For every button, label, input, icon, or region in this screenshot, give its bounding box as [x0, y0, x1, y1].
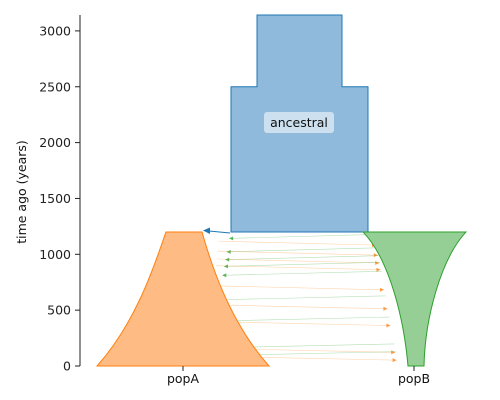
deme-label-ancestral: ancestral	[270, 115, 328, 130]
migration-arrowhead	[223, 264, 228, 269]
migration-line	[226, 247, 378, 253]
migration-arrowhead	[226, 249, 231, 254]
deme-popA	[95, 231, 271, 367]
y-axis-title: time ago (years)	[14, 140, 29, 244]
migration-line	[213, 316, 390, 322]
x-label-popA: popA	[167, 371, 200, 386]
y-tick-label: 2000	[39, 135, 71, 150]
migration-arrowhead	[222, 273, 227, 278]
migration-arrowhead	[383, 306, 388, 311]
migration-arrowhead	[380, 287, 384, 292]
migration-line	[216, 258, 380, 264]
y-tick-label: 0	[63, 359, 71, 374]
migration-arrowhead	[386, 323, 391, 328]
y-tick-label: 1000	[39, 247, 71, 262]
y-tick-label: 3000	[39, 23, 71, 38]
migration-line	[225, 255, 379, 260]
migration-line	[217, 295, 386, 301]
migration-arrowhead	[391, 350, 396, 355]
migration-line	[213, 285, 385, 291]
y-tick-label: 500	[47, 303, 71, 318]
migration-arrowhead	[225, 257, 230, 262]
migration-arrowhead	[375, 261, 380, 266]
migration-line	[229, 234, 375, 239]
x-label-popB: popB	[398, 371, 430, 386]
deme-label-ancestral-box: ancestral	[264, 112, 334, 133]
migration-line	[222, 270, 382, 276]
migration-line	[223, 262, 380, 267]
y-tick-label: 2500	[39, 79, 71, 94]
y-axis-ticks: 0 500 1000 1500 2000 2500 3000	[39, 23, 80, 374]
migration-arrowhead	[229, 236, 234, 241]
migration-arrowhead	[376, 267, 381, 272]
split-arrow	[203, 227, 231, 234]
deme-popB	[361, 231, 468, 367]
migration-line	[211, 304, 388, 310]
migration-line	[215, 265, 381, 271]
y-tick-label: 1500	[39, 191, 71, 206]
split-arrowhead	[203, 227, 210, 234]
migration-arrowhead	[373, 253, 378, 258]
migration-line	[218, 240, 377, 246]
migration-line	[217, 250, 378, 256]
migration-line	[209, 321, 391, 326]
migration-arrowhead	[392, 358, 397, 363]
